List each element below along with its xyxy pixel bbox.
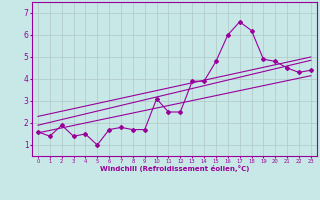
X-axis label: Windchill (Refroidissement éolien,°C): Windchill (Refroidissement éolien,°C) [100, 165, 249, 172]
